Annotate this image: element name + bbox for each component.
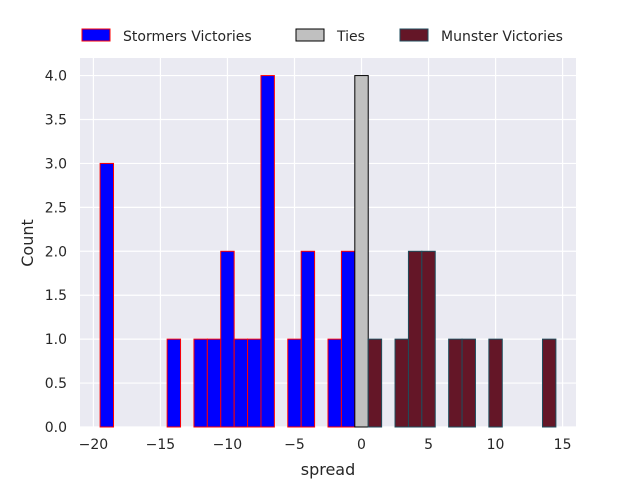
legend-label: Ties xyxy=(336,29,365,45)
histogram-bar xyxy=(260,75,275,428)
histogram-bar xyxy=(193,338,208,428)
histogram-bar xyxy=(541,338,557,428)
y-tick-label: 3.0 xyxy=(45,156,67,172)
y-axis-label: Count xyxy=(18,219,37,267)
bars xyxy=(99,75,557,428)
histogram-bar xyxy=(233,338,249,428)
x-tick-label: −20 xyxy=(79,437,109,453)
y-tick-label: 0.5 xyxy=(45,376,67,392)
histogram-bar xyxy=(340,250,356,428)
x-tick-label: 10 xyxy=(487,437,505,453)
histogram-bar xyxy=(407,250,423,428)
histogram-bar xyxy=(247,338,262,428)
histogram-bar xyxy=(421,250,436,428)
legend: Stormers Victories Ties Munster Victories xyxy=(81,28,563,45)
y-tick-label: 1.5 xyxy=(45,288,67,304)
x-tick-label: −10 xyxy=(213,437,243,453)
legend-swatch xyxy=(295,28,325,42)
x-tick-label: 5 xyxy=(424,437,433,453)
histogram-bar xyxy=(461,338,476,428)
legend-label: Munster Victories xyxy=(441,29,563,45)
histogram-bar xyxy=(99,162,115,428)
x-tick-label: −15 xyxy=(146,437,176,453)
legend-swatch xyxy=(81,28,111,42)
y-tick-label: 2.5 xyxy=(45,200,67,216)
histogram-bar xyxy=(166,338,182,428)
histogram-bar xyxy=(327,338,342,428)
histogram-bar xyxy=(300,250,316,428)
y-tick-label: 1.0 xyxy=(45,332,67,348)
x-tick-label: 15 xyxy=(554,437,572,453)
y-tick-label: 3.5 xyxy=(45,113,67,129)
y-axis-ticks: 0.0 0.5 1.0 1.5 2.0 2.5 3.0 3.5 4.0 xyxy=(45,69,67,436)
legend-label: Stormers Victories xyxy=(123,29,252,45)
histogram-bar xyxy=(448,338,463,428)
histogram-bar xyxy=(220,250,235,428)
y-tick-label: 2.0 xyxy=(45,244,67,260)
y-tick-label: 4.0 xyxy=(45,69,67,85)
x-tick-label: −5 xyxy=(284,437,305,453)
y-tick-label: 0.0 xyxy=(45,420,67,436)
histogram-bar xyxy=(287,338,302,428)
histogram-bar xyxy=(367,338,383,428)
histogram-bar xyxy=(206,338,222,428)
x-axis-label: spread xyxy=(301,460,356,479)
histogram-bar xyxy=(488,338,503,428)
x-tick-label: 0 xyxy=(357,437,366,453)
histogram-bar xyxy=(354,75,369,428)
legend-swatch xyxy=(399,28,429,42)
histogram-bar xyxy=(394,338,409,428)
x-axis-ticks: −20 −15 −10 −5 0 5 10 15 xyxy=(79,437,572,453)
